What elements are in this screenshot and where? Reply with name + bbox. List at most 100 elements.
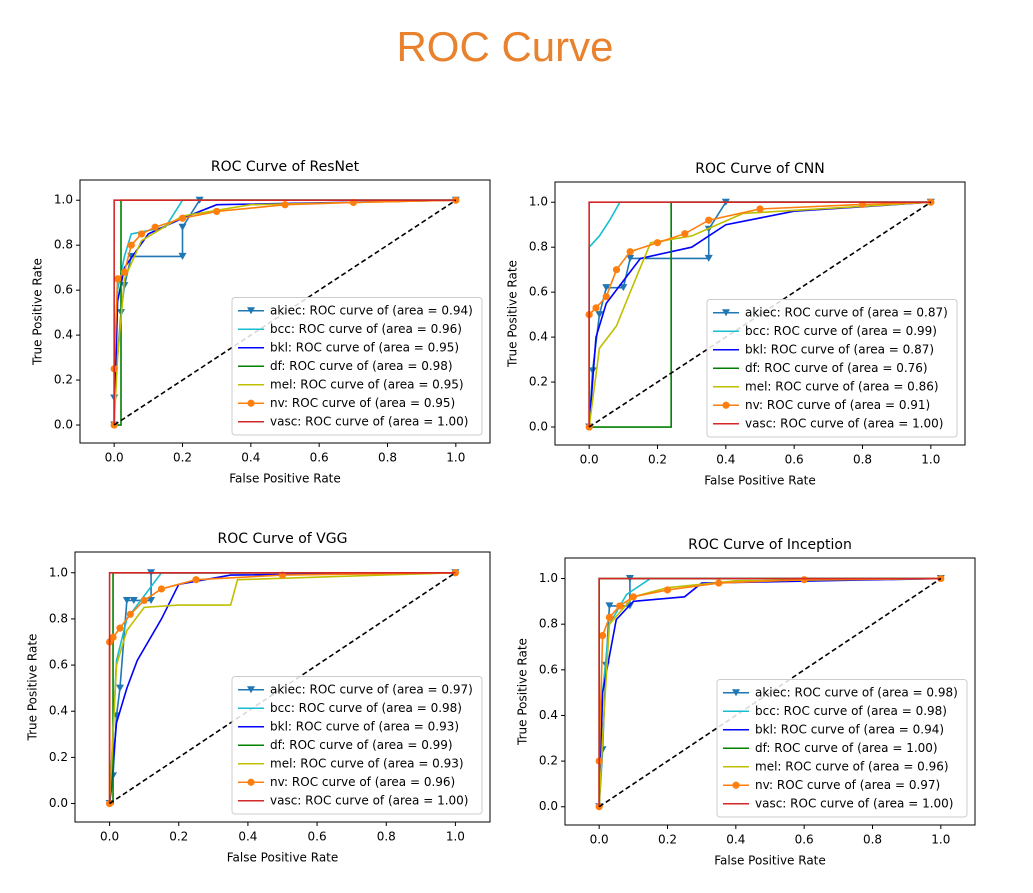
point-marker	[605, 613, 614, 621]
roc-line	[113, 199, 456, 426]
point-marker	[619, 284, 628, 292]
point-marker	[157, 585, 166, 593]
y-tick-label: 0.4	[529, 330, 548, 344]
point-marker	[178, 214, 187, 222]
x-tick-label: 0.6	[308, 830, 327, 844]
legend-label: bkl: ROC curve of (area = 0.87)	[745, 342, 934, 356]
axes-frame	[564, 557, 976, 826]
point-marker	[109, 633, 117, 641]
x-tick-label: 0.6	[785, 453, 804, 467]
point-marker	[178, 252, 187, 260]
roc-line	[108, 571, 456, 804]
y-tick-label: 0.6	[49, 658, 68, 672]
legend-box	[231, 297, 483, 436]
x-tick-label: 0.0	[100, 830, 119, 844]
y-tick-label: 0.8	[54, 238, 73, 252]
axes-frame	[554, 181, 966, 446]
roc-line	[113, 199, 456, 426]
point-marker	[629, 593, 637, 601]
legend-label: akiec: ROC curve of (area = 0.98)	[755, 685, 958, 699]
legend-label: mel: ROC curve of (area = 0.95)	[270, 377, 464, 391]
legend-label: df: ROC curve of (area = 0.98)	[270, 359, 453, 373]
point-marker	[800, 576, 808, 584]
point-marker	[192, 576, 200, 584]
x-tick-label: 0.4	[716, 453, 735, 467]
legend-label: nv: ROC curve of (area = 0.96)	[270, 775, 455, 789]
y-tick-label: 0.6	[529, 285, 548, 299]
legend-label: akiec: ROC curve of (area = 0.94)	[270, 303, 473, 317]
legend-label: df: ROC curve of (area = 0.99)	[270, 738, 453, 752]
roc-line	[113, 199, 456, 426]
point-marker	[616, 602, 624, 610]
legend-marker	[732, 781, 740, 789]
y-tick-label: 0.8	[49, 611, 68, 625]
point-marker	[129, 596, 138, 604]
y-axis-label: True Positive Rate	[506, 260, 520, 368]
point-marker	[612, 266, 621, 274]
plot-area	[105, 569, 460, 808]
legend-label: nv: ROC curve of (area = 0.97)	[755, 778, 940, 792]
roc-line	[108, 571, 456, 804]
legend-label: bkl: ROC curve of (area = 0.93)	[270, 719, 459, 733]
y-tick-label: 0.2	[529, 375, 548, 389]
legend-marker	[247, 399, 255, 407]
point-marker	[592, 304, 600, 312]
legend-marker	[247, 307, 255, 315]
legend-label: nv: ROC curve of (area = 0.95)	[270, 396, 455, 410]
chart-title: ROC Curve of VGG	[218, 531, 348, 547]
x-axis-label: False Positive Rate	[704, 474, 816, 488]
x-tick-label: 0.0	[105, 451, 124, 465]
reference-line	[109, 572, 456, 805]
point-marker	[116, 624, 124, 632]
legend-label: bcc: ROC curve of (area = 0.96)	[270, 322, 462, 336]
y-tick-label: 0.8	[529, 240, 548, 254]
x-tick-label: 0.8	[377, 830, 396, 844]
y-tick-label: 0.6	[54, 283, 73, 297]
point-marker	[756, 205, 764, 213]
chart: ROC Curve of ResNet False Positive Rate Tr…	[31, 159, 491, 486]
legend-label: bkl: ROC curve of (area = 0.95)	[270, 340, 459, 354]
y-axis-label: True Positive Rate	[516, 638, 530, 746]
point-marker	[598, 631, 607, 640]
roc-line	[108, 571, 456, 804]
x-tick-label: 0.8	[378, 451, 397, 465]
point-marker	[178, 223, 187, 231]
point-marker	[626, 254, 635, 262]
y-tick-label: 0.4	[54, 328, 73, 342]
x-tick-label: 0.4	[238, 830, 257, 844]
chart-title: ROC Curve of CNN	[695, 161, 824, 177]
legend-label: bcc: ROC curve of (area = 0.98)	[755, 704, 947, 718]
y-tick-label: 1.0	[54, 193, 73, 207]
legend-box	[231, 676, 483, 815]
plot-area	[595, 574, 945, 811]
reference-line	[598, 577, 942, 808]
legend-marker	[247, 686, 255, 694]
x-axis-label: False Positive Rate	[714, 854, 826, 868]
legend: akiec: ROC curve of (area = 0.94) bcc: RO…	[231, 297, 483, 436]
roc-line	[598, 577, 941, 807]
x-axis-label: False Positive Rate	[227, 851, 339, 865]
x-tick-label: 0.2	[658, 833, 677, 847]
point-marker	[681, 230, 689, 238]
point-marker	[602, 293, 610, 301]
legend-label: mel: ROC curve of (area = 0.86)	[745, 379, 939, 393]
roc-line	[588, 201, 931, 428]
legend-marker	[732, 689, 740, 697]
page-title: ROC Curve	[396, 23, 613, 70]
x-tick-label: 0.2	[173, 451, 192, 465]
legend-label: df: ROC curve of (area = 0.76)	[745, 361, 928, 375]
x-tick-label: 0.6	[310, 451, 329, 465]
point-marker	[113, 275, 122, 283]
x-tick-label: 0.4	[241, 451, 260, 465]
roc-line	[598, 577, 941, 807]
chart: ROC Curve of Inception False Positive Rat…	[516, 537, 976, 868]
y-tick-label: 0.2	[49, 750, 68, 764]
y-tick-label: 0.2	[54, 373, 73, 387]
point-marker	[120, 268, 129, 276]
legend: akiec: ROC curve of (area = 0.97) bcc: RO…	[231, 676, 483, 815]
legend-box	[706, 299, 958, 438]
axes-frame	[79, 179, 491, 444]
plot-area	[110, 196, 460, 429]
x-tick-label: 0.2	[648, 453, 667, 467]
y-tick-label: 0.4	[49, 704, 68, 718]
